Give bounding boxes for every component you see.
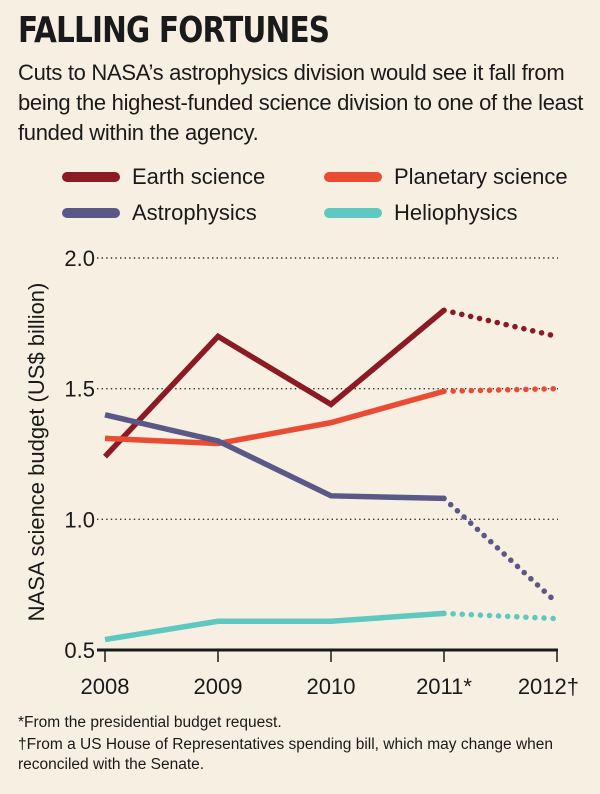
- legend-swatch-planetary-science: [324, 172, 382, 182]
- legend-item-earth-science: Earth science: [62, 162, 265, 192]
- footnote-house-bill: †From a US House of Representatives spen…: [18, 736, 554, 773]
- legend-swatch-earth-science: [62, 172, 120, 182]
- chart-title: FALLING FORTUNES: [18, 10, 330, 51]
- footnote-presidential: *From the presidential budget request.: [18, 714, 282, 731]
- series-line-astrophysics: [104, 412, 445, 502]
- y-axis-title: NASA science budget (US$ billion): [24, 283, 49, 622]
- legend-swatch-astrophysics: [62, 208, 120, 218]
- x-tick-label: 2008: [81, 674, 130, 699]
- legend-item-astrophysics: Astrophysics: [62, 198, 257, 228]
- legend-swatch-heliophysics: [324, 208, 382, 218]
- chart-subtitle: Cuts to NASA’s astrophysics division wou…: [18, 60, 584, 145]
- x-tick-label: 2009: [194, 674, 243, 699]
- x-tick-label: 2010: [307, 674, 356, 699]
- series-line-heliophysics: [104, 610, 445, 643]
- grid-layer: [97, 257, 558, 521]
- series-projection-planetary-science: [441, 385, 560, 395]
- series-line-earth-science: [102, 308, 446, 459]
- x-tick-label: 2011*: [416, 674, 472, 699]
- legend-label-planetary-science: Planetary science: [394, 164, 568, 189]
- legend-label-earth-science: Earth science: [132, 164, 266, 189]
- axis-layer: 0.5 1.0 1.5 2.0 NASA science budget (US$ bil…: [24, 246, 579, 699]
- line-chart: 0.5 1.0 1.5 2.0 NASA science budget (US$ bil…: [24, 246, 579, 699]
- series-line-planetary-science: [104, 388, 445, 447]
- x-tick-label: 2012†: [518, 674, 579, 699]
- y-tick-label: 2.0: [64, 246, 95, 271]
- series-projection-astrophysics: [441, 495, 560, 606]
- series-projection-earth-science: [441, 307, 560, 340]
- legend-item-heliophysics: Heliophysics: [324, 198, 518, 228]
- legend-item-planetary-science: Planetary science: [324, 162, 568, 192]
- series-projection-heliophysics: [441, 610, 560, 622]
- legend-label-heliophysics: Heliophysics: [394, 200, 518, 225]
- chart-legend: Earth science Planetary science Astrophy…: [62, 162, 592, 232]
- y-tick-label: 1.5: [64, 377, 95, 402]
- y-tick-label: 1.0: [64, 507, 95, 532]
- y-tick-label: 0.5: [64, 638, 95, 663]
- legend-label-astrophysics: Astrophysics: [132, 200, 257, 225]
- series-layer: [102, 307, 560, 643]
